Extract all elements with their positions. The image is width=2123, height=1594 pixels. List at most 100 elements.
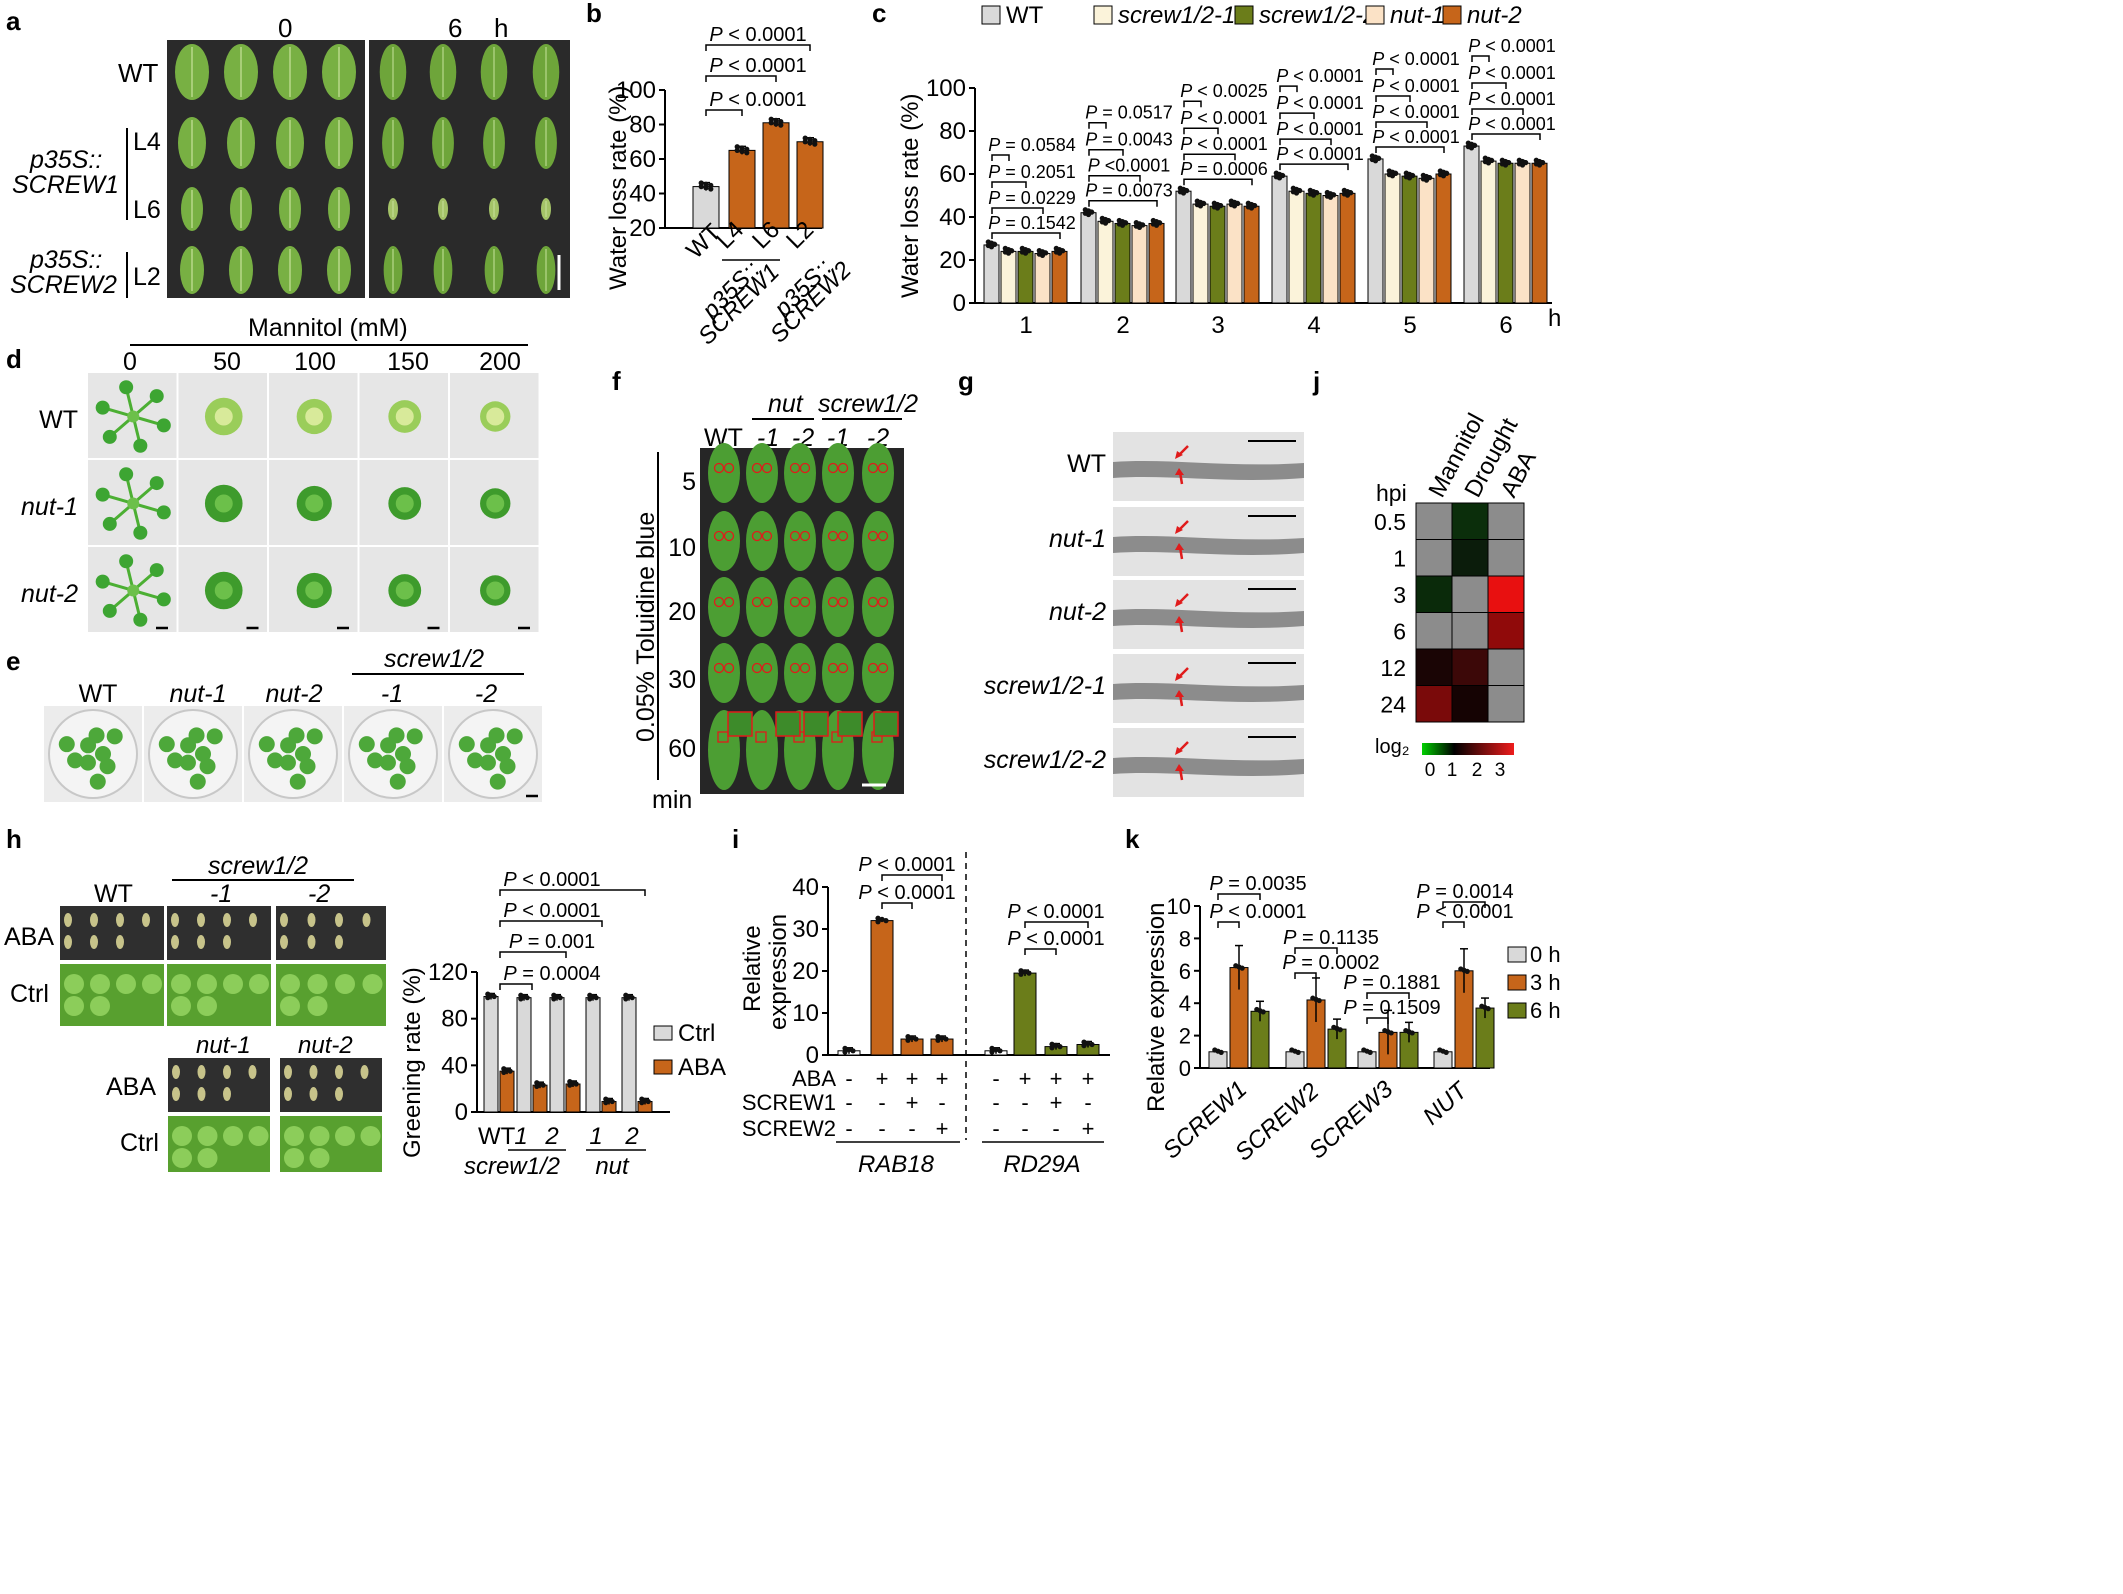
panel-c-data-point [1406,175,1413,181]
panel-h-data-point [534,1083,540,1089]
panel-e-seedling [199,758,216,775]
panel-f-circle-mark [837,462,849,474]
panel-c-y-tick-label: 60 [939,161,966,188]
panel-h-aba-1: ABA [4,923,54,951]
panel-h-seedling [249,974,269,994]
panel-f-circle-mark [877,530,889,542]
panel-j-row-label: 6 [1393,619,1406,645]
panel-c-bar [1097,220,1114,304]
panel-k-bar [1433,1051,1453,1069]
panel-e-seedling [195,746,211,762]
panel-k-p-value: P = 0.0002 [1282,952,1379,974]
panel-c-data-point [1502,162,1509,168]
panel-i-row-label: SCREW1 [742,1090,836,1115]
panel-h-data-point [623,996,629,1002]
panel-i-data-point [883,918,889,924]
panel-d-leaf [149,563,164,578]
panel-d-leaf [102,516,117,531]
panel-f-circle-mark [751,530,763,542]
panel-f-circle-mark [867,530,879,542]
panel-f-screw: screw1/2 [818,390,918,418]
panel-label-c: c [872,0,886,28]
panel-label-j: j [1312,366,1320,396]
panel-label-e: e [6,646,20,676]
panel-c-p-value: P < 0.0001 [1276,66,1364,86]
panel-i-sign: + [1050,1066,1063,1091]
panel-a-l2: L2 [133,263,161,291]
panel-f-circle-mark [761,596,773,608]
panel-c-sig-bracket [1375,68,1394,75]
panel-j-legend-tick: 1 [1447,760,1458,781]
panel-d-leaf [95,400,110,415]
panel-d-center [127,497,140,510]
panel-c-p-value: P < 0.0001 [1468,114,1556,134]
panel-i-y-tick-label: 40 [792,874,819,901]
panel-b-sig-bracket [705,109,743,116]
panel-f-inset [727,711,753,737]
panel-b-y-tick-label: 100 [616,77,656,104]
panel-h-seedling [307,913,316,927]
panel-h-seedling [64,974,84,994]
panel-f-inset [775,711,801,737]
panel-f-time-label: 60 [668,735,696,763]
panel-f-leaf [862,443,894,503]
panel-k-sig-bracket [1366,1017,1389,1024]
panel-c-legend-label: nut-2 [1467,2,1522,29]
panel-b-data-point [778,118,784,125]
panel-h-p-value: P < 0.0001 [503,869,600,891]
panel-j-cell [1451,612,1489,650]
panel-h-data-point [593,995,599,1001]
panel-h-legend-swatch [653,1059,673,1075]
panel-h-sig-bracket [499,889,646,896]
panel-h-seedling [284,1126,304,1146]
panel-j-hpi: hpi [1376,480,1407,506]
panel-i-p-value: P < 0.0001 [858,882,955,904]
panel-f-unit: min [652,786,692,814]
panel-h-seedling [223,935,231,949]
panel-f-circle-mark [751,462,763,474]
panel-h-data-point [645,1098,651,1105]
panel-c-bar [1175,190,1192,304]
panel-d-center [127,410,140,423]
panel-f-time-label: 5 [682,468,696,496]
panel-h-bar [516,997,532,1113]
panel-c-sig-bracket [1183,178,1253,186]
panel-c-data-point [1039,252,1046,258]
panel-d-center [127,584,140,597]
panel-b-data-point [812,137,818,144]
panel-c-sig-bracket [1375,121,1428,128]
panel-h-sig-bracket [499,951,567,958]
panel-i-data-point [846,1047,852,1053]
panel-f-inset [873,711,899,737]
panel-b-data-point [698,184,704,190]
panel-i-data-point [1049,1041,1055,1047]
panel-k-sig-bracket [1442,901,1486,908]
panel-k-data-point [1485,1006,1491,1012]
panel-h-photo [280,1058,382,1112]
panel-i-data-point [943,1036,949,1042]
panel-h-group-screw: screw1/2 [464,1153,560,1177]
panel-k-y-tick-label: 6 [1179,959,1191,984]
panel-d-leaf [102,429,117,444]
panel-g-arrowhead-1 [1175,526,1183,534]
panel-c-bar [1148,222,1165,304]
panel-e-seedling [388,727,405,744]
panel-k-bar [1285,1051,1305,1069]
panel-c-sig-bracket [991,207,1044,214]
panel-d-leaf [95,487,110,502]
panel-k-legend-label: 3 h [1530,970,1561,995]
panel-i-sig-bracket [1024,921,1089,928]
panel-c-data-point [1102,220,1109,226]
panel-h-seedling [307,974,328,994]
panel-h-x-label: 2 [544,1123,558,1150]
panel-i-y-tick-label: 30 [792,916,819,943]
panel-e-seedling [295,746,311,762]
panel-c-x-tick-label: 5 [1403,312,1416,339]
panel-h-data-point [524,995,530,1001]
panel-h-bar [532,1084,548,1113]
panel-i-sign: - [1021,1116,1028,1141]
panel-g-arrowhead-2 [1175,690,1184,697]
panel-k-x-label: SCREW3 [1304,1075,1399,1164]
panel-i-data-point [1089,1041,1095,1048]
